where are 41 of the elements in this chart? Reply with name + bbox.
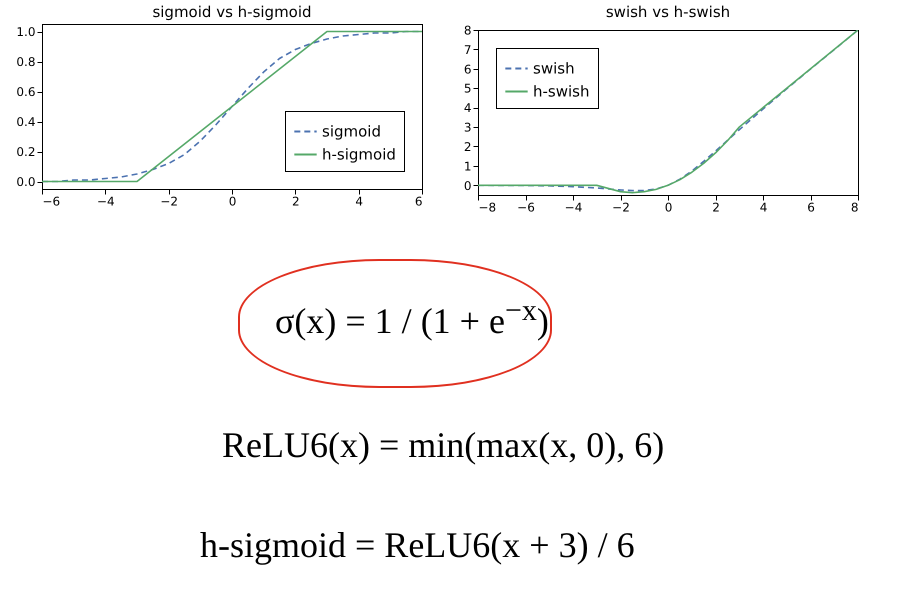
y-tick-label: 4 bbox=[464, 101, 472, 116]
x-tick-label: −6 bbox=[42, 194, 60, 208]
x-tick-label: 0 bbox=[228, 194, 236, 208]
x-tick-label: 6 bbox=[807, 200, 815, 214]
x-tick-label: −8 bbox=[478, 200, 496, 214]
chart-title: swish vs h-swish bbox=[606, 3, 730, 21]
x-tick-label: 8 bbox=[850, 200, 858, 214]
x-tick-label: −4 bbox=[96, 194, 115, 208]
y-tick-label: 0.4 bbox=[16, 115, 36, 129]
y-tick-label: 1.0 bbox=[16, 25, 36, 39]
x-tick-label: 0 bbox=[664, 200, 672, 214]
x-tick-label: −6 bbox=[517, 200, 535, 214]
x-tick-label: 6 bbox=[414, 194, 422, 208]
chart-title: sigmoid vs h-sigmoid bbox=[152, 3, 312, 21]
legend-label: sigmoid bbox=[322, 122, 381, 140]
x-tick-label: 4 bbox=[355, 194, 363, 208]
legend-label: h-swish bbox=[533, 82, 590, 100]
y-tick-label: 0.0 bbox=[16, 175, 36, 189]
y-tick-label: 8 bbox=[464, 24, 472, 38]
y-tick-label: 0.6 bbox=[16, 85, 36, 99]
y-tick-label: 7 bbox=[464, 42, 472, 57]
legend-label: h-sigmoid bbox=[322, 146, 396, 164]
x-tick-label: −2 bbox=[612, 200, 630, 214]
text: σ(x) = 1 / (1 + e$^{−x}$) bbox=[275, 294, 549, 342]
legend-label: swish bbox=[533, 60, 575, 78]
y-tick-label: 1 bbox=[464, 159, 472, 174]
x-tick-label: −4 bbox=[564, 200, 582, 214]
y-tick-label: 0.2 bbox=[16, 145, 36, 159]
x-tick-label: 2 bbox=[712, 200, 720, 214]
y-tick-label: 3 bbox=[464, 120, 472, 135]
x-tick-label: 4 bbox=[760, 200, 768, 214]
x-tick-label: 2 bbox=[292, 194, 300, 208]
y-tick-label: 2 bbox=[464, 140, 472, 154]
y-tick-label: 0 bbox=[464, 178, 472, 193]
y-tick-label: 5 bbox=[464, 82, 472, 96]
text: ReLU6(x) = min(max(x, 0), 6) bbox=[222, 424, 664, 466]
x-tick-label: −2 bbox=[160, 194, 178, 208]
line-series bbox=[42, 30, 422, 182]
y-tick-label: 6 bbox=[464, 62, 472, 76]
text: h-sigmoid = ReLU6(x + 3) / 6 bbox=[200, 524, 635, 566]
y-tick-label: 0.8 bbox=[16, 55, 36, 69]
